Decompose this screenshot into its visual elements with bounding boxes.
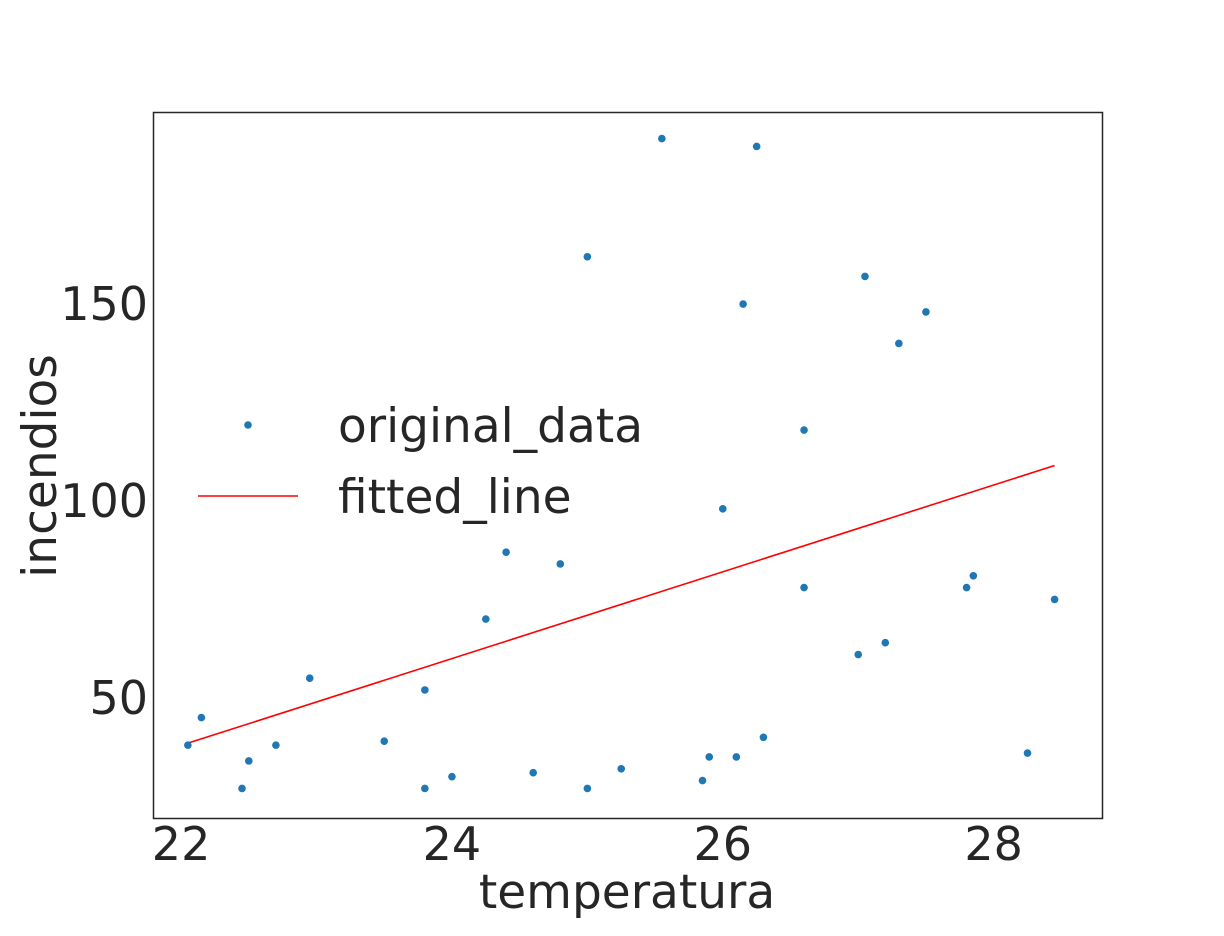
x-tick-label: 24 bbox=[423, 817, 482, 871]
data-point bbox=[1023, 749, 1032, 757]
data-point bbox=[583, 252, 592, 261]
y-tick-labels: 50 100 150 bbox=[60, 277, 148, 725]
data-point bbox=[658, 134, 666, 143]
data-point bbox=[962, 583, 971, 592]
data-point bbox=[238, 784, 246, 793]
data-point bbox=[739, 300, 747, 308]
data-point bbox=[800, 426, 808, 434]
data-point bbox=[759, 733, 768, 742]
x-tick-label: 26 bbox=[694, 817, 753, 871]
data-point bbox=[197, 713, 206, 722]
data-point bbox=[800, 583, 808, 592]
data-point bbox=[861, 272, 869, 281]
data-point bbox=[617, 764, 626, 773]
data-point bbox=[421, 686, 429, 694]
data-point bbox=[854, 650, 863, 659]
data-point bbox=[448, 772, 456, 781]
data-point bbox=[705, 753, 714, 761]
legend-marker-original-data bbox=[244, 421, 252, 429]
data-point bbox=[184, 741, 192, 749]
x-tick-label: 22 bbox=[152, 817, 211, 871]
x-tick-label: 28 bbox=[964, 817, 1023, 871]
x-axis-label: temperatura bbox=[479, 865, 775, 920]
data-point bbox=[502, 548, 510, 556]
data-point bbox=[421, 784, 429, 793]
legend: original_data fitted_line bbox=[198, 399, 643, 525]
data-point bbox=[1050, 595, 1059, 604]
data-point bbox=[556, 560, 565, 568]
plot-frame bbox=[152, 111, 1104, 820]
data-point bbox=[583, 784, 592, 793]
data-point bbox=[732, 753, 741, 761]
data-points-layer bbox=[184, 134, 1059, 793]
data-point bbox=[272, 741, 280, 749]
data-point bbox=[245, 757, 253, 765]
data-point bbox=[881, 638, 890, 647]
data-point bbox=[922, 308, 930, 316]
data-point bbox=[969, 571, 978, 580]
data-point bbox=[482, 615, 490, 623]
y-tick-label: 50 bbox=[89, 671, 148, 725]
fitted-line bbox=[187, 464, 1055, 744]
data-point bbox=[752, 142, 761, 151]
y-axis-label: incendios bbox=[13, 354, 68, 578]
legend-label-fitted-line: fitted_line bbox=[338, 470, 572, 525]
data-point bbox=[305, 674, 314, 682]
data-point bbox=[698, 776, 707, 785]
data-point bbox=[380, 737, 389, 745]
legend-label-original-data: original_data bbox=[338, 399, 643, 454]
data-point bbox=[895, 339, 903, 348]
x-tick-labels: 22 24 26 28 bbox=[152, 817, 1023, 871]
y-tick-label: 100 bbox=[60, 474, 148, 528]
y-tick-label: 150 bbox=[60, 277, 148, 331]
data-point bbox=[719, 505, 727, 513]
fitted-line-layer bbox=[187, 464, 1055, 744]
data-point bbox=[529, 768, 537, 777]
